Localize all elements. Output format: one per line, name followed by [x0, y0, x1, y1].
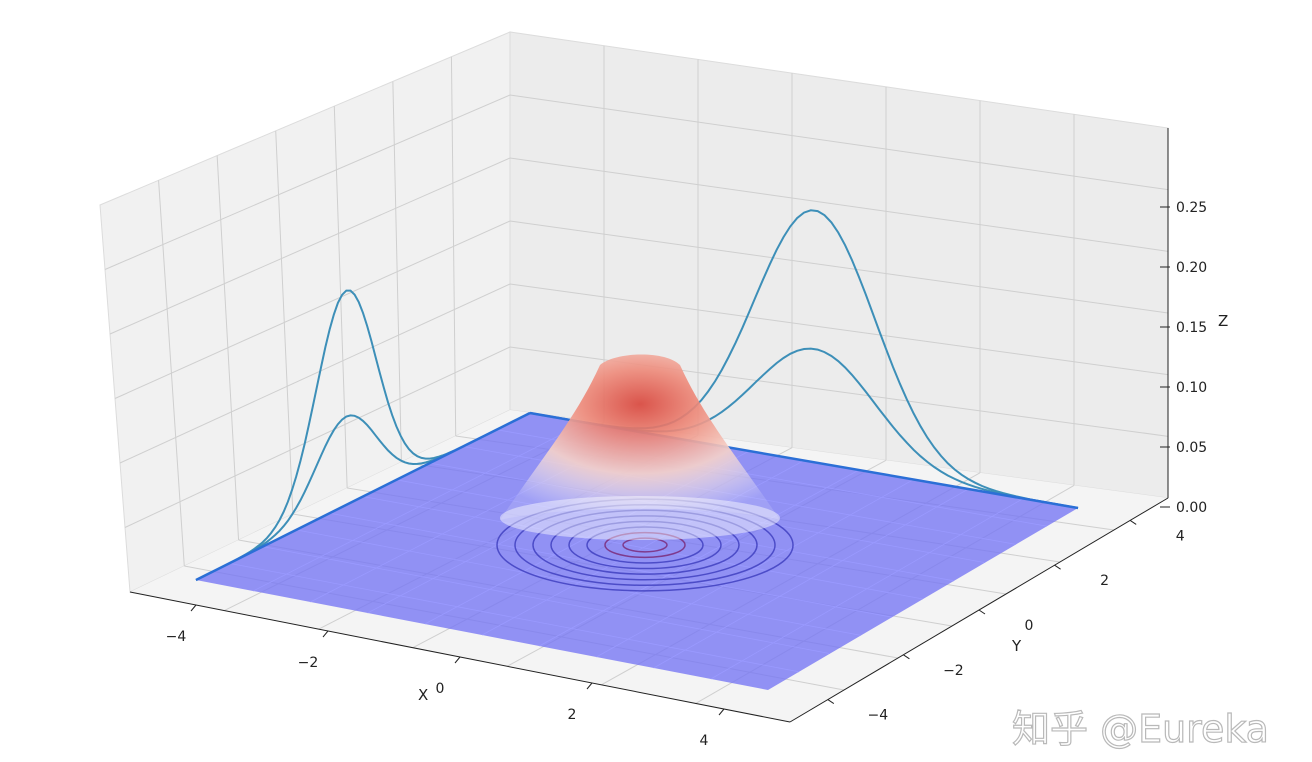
y-ticks: −4 −2 0 2 4	[827, 519, 1185, 724]
contour-ring	[568, 520, 722, 570]
grid-line	[124, 346, 511, 528]
z-ticks: 0.00 0.05 0.10 0.15 0.20 0.25	[1160, 200, 1207, 516]
gaussian-surface	[500, 354, 780, 540]
floor-grid-line	[710, 498, 1024, 680]
x-tick-mark	[190, 604, 197, 612]
grid-line	[119, 283, 511, 464]
y-tick-mark	[827, 699, 835, 705]
x-ticks: −4 −2 0 2 4	[166, 604, 725, 749]
x-tick-label: 4	[700, 733, 709, 749]
x-tick-mark	[322, 630, 329, 638]
x-axis-label: X	[418, 686, 428, 704]
grid-line	[509, 220, 1169, 314]
grid-line	[109, 157, 511, 335]
grid-line	[509, 157, 1169, 252]
grid-line	[114, 220, 511, 399]
contour-ring	[532, 509, 758, 581]
watermark: 知乎 @Eureka	[1012, 707, 1269, 751]
floor-grid-line	[539, 469, 859, 647]
z-tick-label: 0.10	[1176, 380, 1207, 396]
floor-plane-grid	[229, 422, 1048, 680]
floor-grid-line	[596, 479, 914, 658]
grid-line	[509, 283, 1169, 376]
x-tick-label: −2	[298, 655, 319, 671]
grid-line	[104, 94, 511, 270]
z-tick-label: 0.00	[1176, 500, 1207, 516]
x-tick-label: 2	[568, 707, 577, 723]
y-tick-label: 0	[1025, 618, 1034, 634]
floor-edge-left	[195, 411, 531, 582]
y-tick-mark	[903, 654, 910, 660]
floor-grid-line	[429, 462, 986, 563]
y-axis-label: Y	[1011, 637, 1022, 655]
z-tick-label: 0.25	[1176, 200, 1207, 216]
y-tick-label: 4	[1176, 528, 1185, 544]
z-tick-label: 0.15	[1176, 320, 1207, 336]
z-axis-label: Z	[1218, 312, 1228, 330]
contour-ring	[604, 531, 686, 559]
x-tick-mark	[454, 656, 461, 664]
x-tick-mark	[586, 682, 593, 690]
y-tick-label: −2	[943, 663, 964, 679]
contour-ring	[586, 526, 704, 564]
contour-rings	[496, 498, 794, 592]
y-tick-mark	[1054, 564, 1061, 570]
y-tick-label: −4	[867, 708, 888, 724]
floor-grid-line	[653, 488, 969, 669]
contour-ring	[622, 537, 668, 553]
y-tick-mark	[1129, 519, 1137, 525]
x-tick-label: 0	[436, 681, 445, 697]
x-tick-mark	[718, 708, 725, 716]
grid-line	[509, 94, 1169, 191]
z-tick-label: 0.05	[1176, 440, 1207, 456]
y-tick-mark	[978, 609, 986, 615]
contour-ring	[550, 515, 740, 575]
y-tick-label: 2	[1100, 573, 1109, 589]
z-tick-label: 0.20	[1176, 260, 1207, 276]
x-tick-label: −4	[166, 629, 187, 645]
